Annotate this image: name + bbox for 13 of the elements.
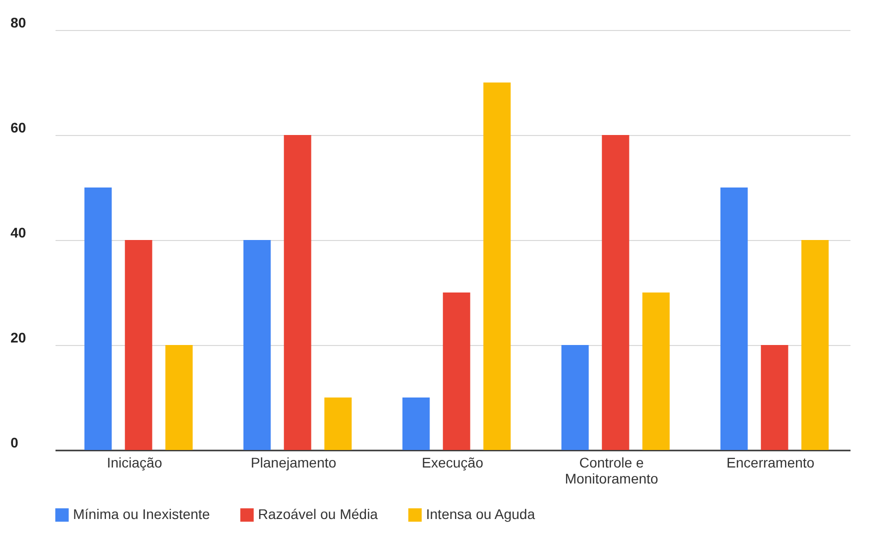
x-tick-label: Execução [422,454,484,470]
x-tick-label: Controle e Monitoramento [564,454,658,486]
legend-label: Mínima ou Inexistente [73,506,210,522]
y-tick-label: 20 [10,330,26,346]
x-tick-label: Encerramento [726,454,815,470]
y-tick-label: 80 [10,14,26,30]
x-tick-label: Iniciação [106,454,162,470]
x-tick-label: Planejamento [250,454,337,470]
legend-label: Intensa ou Aguda [426,506,536,522]
legend-label: Razoável ou Média [258,506,378,522]
y-tick-label: 0 [10,434,18,450]
y-tick-label: 40 [10,224,26,240]
y-tick-label: 60 [10,120,26,136]
